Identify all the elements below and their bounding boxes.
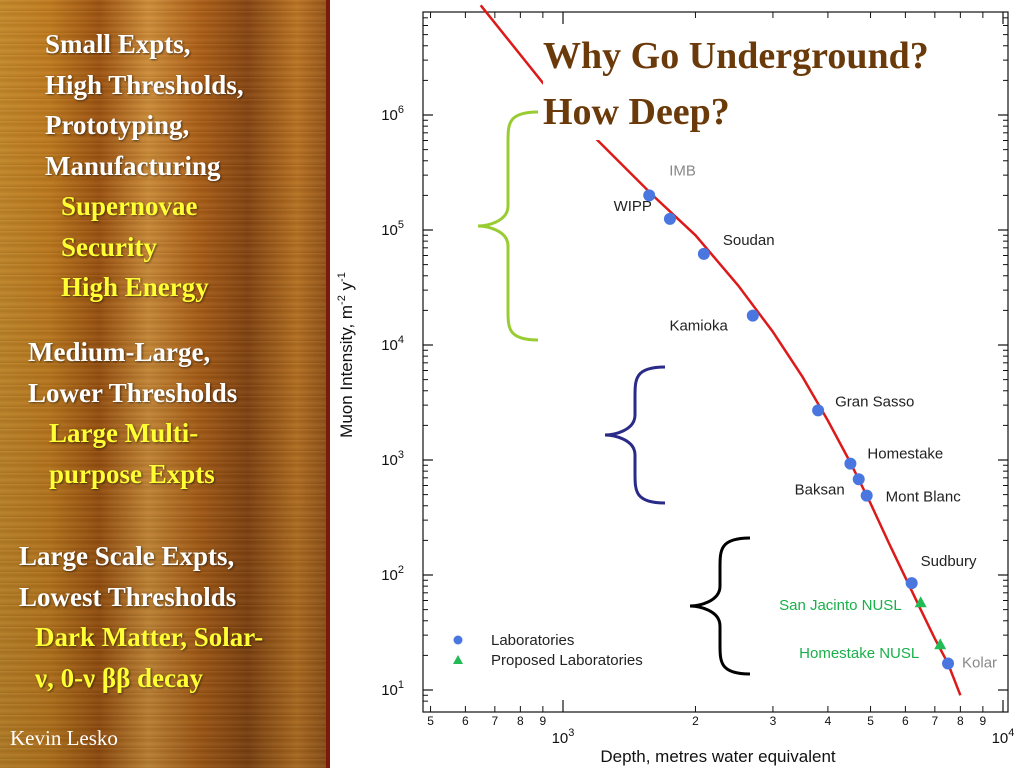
label-wipp: WIPP xyxy=(614,198,652,215)
x-major-tick-label: 104 xyxy=(992,727,1015,747)
title-line-2: How Deep? xyxy=(543,91,730,133)
x-axis-label: Depth, metres water equivalent xyxy=(600,747,836,766)
large-expts-group: Large Scale Expts, Lowest Thresholds Dar… xyxy=(19,536,263,698)
small-use-2: Security xyxy=(61,231,157,262)
label-mont-blanc: Mont Blanc xyxy=(886,489,962,506)
y-tick-label: 106 xyxy=(381,104,404,124)
depth-brackets xyxy=(477,110,751,676)
label-kamioka: Kamioka xyxy=(669,318,728,335)
legend-proposed-label: Proposed Laboratories xyxy=(491,652,643,669)
x-minor-tick-label: 7 xyxy=(491,714,498,728)
x-minor-tick-label: 9 xyxy=(980,714,987,728)
x-minor-tick-label: 6 xyxy=(462,714,469,728)
medium-expts-group: Medium-Large, Lower Thresholds Large Mul… xyxy=(28,332,237,494)
label-san-jacinto-nusl: San Jacinto NUSL xyxy=(779,597,902,614)
x-minor-tick-label: 5 xyxy=(427,714,434,728)
sidebar-panel: Small Expts, High Thresholds, Prototypin… xyxy=(0,0,330,768)
bracket-small-expts xyxy=(477,110,539,342)
x-minor-tick-label: 2 xyxy=(692,714,699,728)
plot-border xyxy=(422,11,1009,713)
label-homestake: Homestake xyxy=(867,446,943,463)
large-line-1: Large Scale Expts, xyxy=(19,541,235,571)
point-baksan xyxy=(852,473,865,486)
x-minor-tick-label: 4 xyxy=(825,714,832,728)
small-line-1: Small Expts, xyxy=(45,29,191,59)
large-line-2: Lowest Thresholds xyxy=(19,581,237,612)
label-baksan: Baksan xyxy=(795,481,845,498)
title-line-1: Why Go Underground? xyxy=(543,35,929,77)
point-homestake-nusl xyxy=(934,638,947,650)
label-soudan: Soudan xyxy=(723,232,775,249)
y-tick-label: 104 xyxy=(381,334,404,354)
slide-title: Why Go Underground? How Deep? xyxy=(543,28,935,140)
large-use-1: Dark Matter, Solar- xyxy=(35,622,264,652)
y-tick-label: 101 xyxy=(381,679,404,699)
label-sudbury: Sudbury xyxy=(921,553,977,570)
legend-laboratories-label: Laboratories xyxy=(491,632,574,649)
sidebar-edge xyxy=(326,0,330,768)
plot-frame xyxy=(422,11,1009,713)
medium-use-1: Large Multi- xyxy=(49,418,199,448)
small-line-2: High Thresholds, xyxy=(45,69,244,100)
medium-use-2: purpose Expts xyxy=(49,458,215,489)
point-homestake xyxy=(844,457,857,470)
bracket-medium-expts xyxy=(604,365,666,505)
small-line-4: Manufacturing xyxy=(45,150,221,181)
label-imb: IMB xyxy=(669,162,696,179)
chart-legend: Laboratories Proposed Laboratories xyxy=(453,632,643,669)
medium-line-1: Medium-Large, xyxy=(28,337,211,367)
y-tick-label: 103 xyxy=(381,449,404,469)
label-kolar: Kolar xyxy=(962,654,997,671)
medium-line-2: Lower Thresholds xyxy=(28,377,238,408)
point-gran-sasso xyxy=(812,404,825,417)
x-minor-tick-label: 5 xyxy=(867,714,874,728)
bracket-large-expts xyxy=(689,536,751,676)
x-minor-tick-label: 3 xyxy=(770,714,777,728)
small-use-1: Supernovae xyxy=(61,191,198,221)
large-use-2: ν, 0-ν ββ decay xyxy=(35,662,204,693)
x-minor-tick-label: 8 xyxy=(517,714,524,728)
point-sudbury xyxy=(905,577,918,590)
point-san-jacinto-nusl xyxy=(914,596,927,608)
label-homestake-nusl: Homestake NUSL xyxy=(799,645,919,662)
x-minor-tick-label: 8 xyxy=(957,714,964,728)
author-footer: Kevin Lesko xyxy=(10,726,118,750)
label-gran-sasso: Gran Sasso xyxy=(835,393,914,410)
muon-intensity-curve xyxy=(479,4,962,696)
y-axis-label: Muon Intensity, m-2 y-1 xyxy=(336,272,356,438)
legend-laboratories-marker xyxy=(453,635,463,645)
legend-proposed-marker xyxy=(453,655,463,664)
y-tick-label: 102 xyxy=(381,564,404,584)
x-minor-tick-label: 6 xyxy=(902,714,909,728)
point-kolar xyxy=(942,657,955,670)
x-major-tick-label: 103 xyxy=(552,727,575,747)
muon-intensity-chart: 101 102 103 104 105 106 103 104 5 6 7 8 9 2 3 4 5 6 7 8 9 I… xyxy=(336,4,1014,766)
x-minor-tick-label: 7 xyxy=(931,714,938,728)
point-wipp xyxy=(663,212,676,225)
small-use-3: High Energy xyxy=(61,272,209,302)
point-soudan xyxy=(697,247,710,260)
point-imb xyxy=(643,189,656,202)
x-axis-ticks: 103 104 5 6 7 8 9 2 3 4 5 6 7 8 9 xyxy=(427,12,1014,747)
x-minor-tick-label: 9 xyxy=(540,714,547,728)
y-tick-label: 105 xyxy=(381,219,404,239)
y-axis-ticks: 101 102 103 104 105 106 xyxy=(381,17,1008,702)
point-mont-blanc xyxy=(860,489,873,502)
laboratory-points: IMB WIPP Soudan Kamioka Gran Sasso Homestake B… xyxy=(614,162,997,671)
small-expts-group: Small Expts, High Thresholds, Prototypin… xyxy=(45,24,244,308)
point-kamioka xyxy=(746,309,759,322)
small-line-3: Prototyping, xyxy=(45,110,190,140)
